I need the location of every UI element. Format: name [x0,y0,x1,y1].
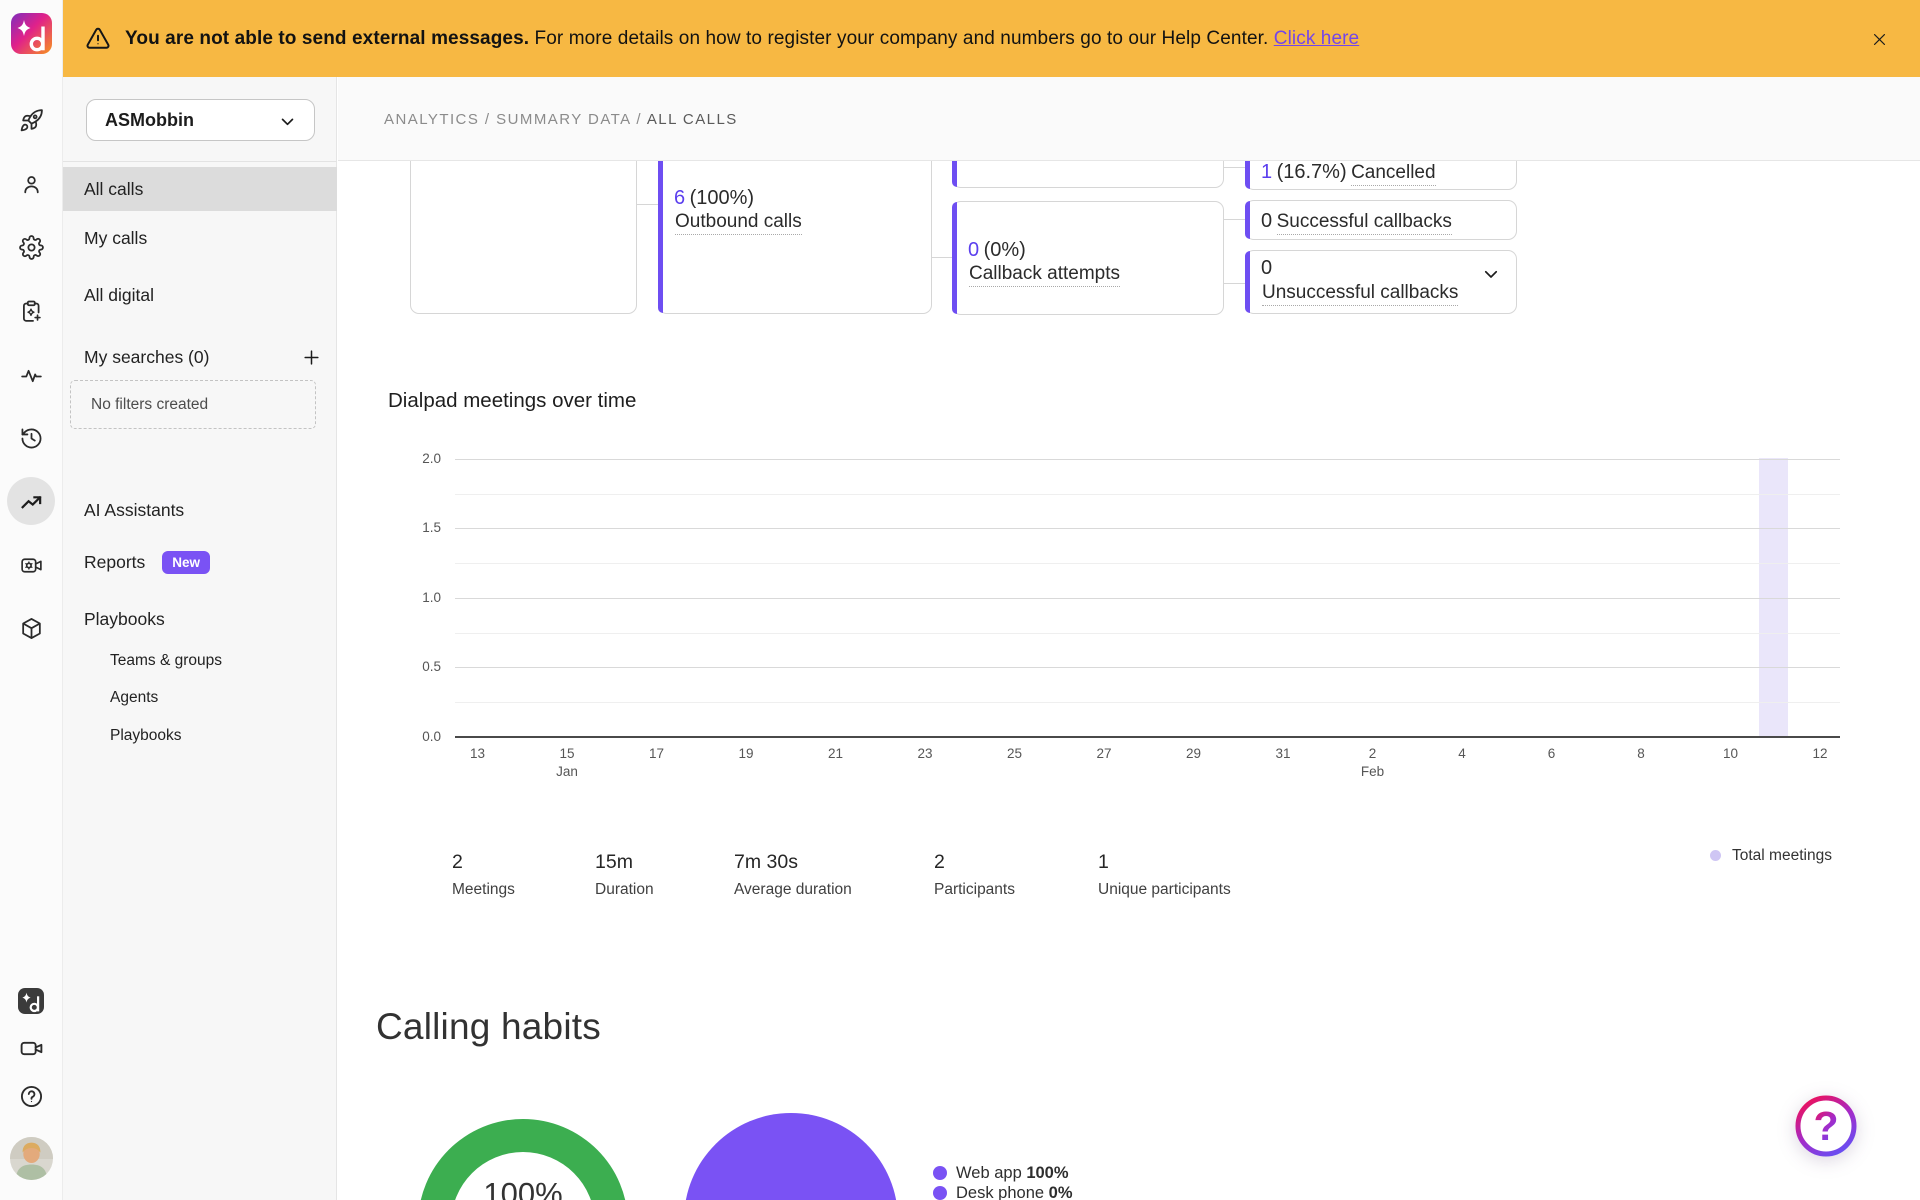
svg-text:?: ? [1813,1103,1838,1149]
